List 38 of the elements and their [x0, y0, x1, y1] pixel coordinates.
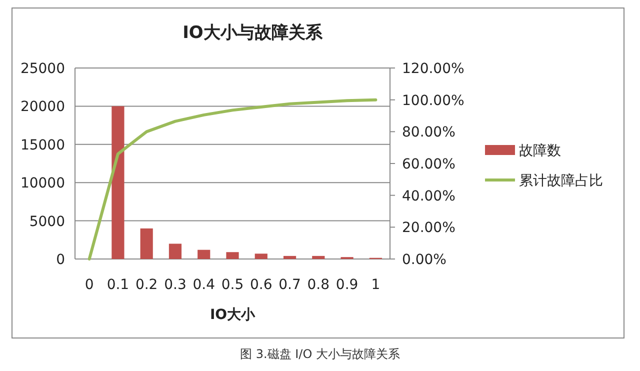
legend-label: 累计故障占比 — [519, 173, 603, 189]
bar — [283, 256, 296, 259]
y2-tick-label: 40.00% — [402, 188, 456, 204]
bar — [112, 106, 124, 259]
x-tick-label: 1 — [371, 277, 380, 293]
y2-tick-label: 80.00% — [402, 124, 456, 141]
y2-tick-label: 60.00% — [402, 156, 456, 172]
x-tick-label: 0.3 — [164, 277, 186, 293]
bar — [226, 252, 239, 259]
y-tick-label: 0 — [56, 252, 65, 268]
y-tick-label: 20000 — [20, 99, 65, 116]
line-series — [88, 98, 378, 260]
bar — [198, 250, 210, 259]
caption: 图 3.磁盘 I/O 大小与故障关系 — [240, 347, 400, 361]
y-tick-label: 5000 — [29, 214, 65, 230]
x-tick-label: 0.6 — [250, 277, 272, 293]
x-tick-label: 0.1 — [106, 277, 130, 293]
y2-tick-label: 120.00% — [402, 61, 464, 77]
bar — [312, 256, 325, 259]
y-tick-label: 15000 — [20, 137, 65, 154]
bar — [140, 228, 153, 259]
y-tick-label: 10000 — [20, 176, 65, 192]
bar — [168, 244, 182, 259]
legend-label: 故障数 — [519, 143, 561, 159]
x-tick-label: 0 — [84, 277, 94, 293]
y2-tick-label: 100.00% — [402, 92, 464, 109]
x-tick-label: 0.5 — [221, 277, 244, 293]
y-tick-label: 25000 — [20, 61, 65, 77]
bar — [254, 254, 268, 259]
y2-tick-label: 0.00% — [402, 252, 446, 268]
x-tick-label: 0.2 — [135, 277, 158, 293]
y2-tick-label: 20.00% — [402, 220, 456, 236]
x-tick-label: 0.9 — [336, 277, 358, 293]
x-axis-title: IO大小 — [210, 307, 256, 323]
x-tick-label: 0.8 — [307, 277, 330, 293]
x-tick-label: 0.4 — [192, 277, 216, 293]
x-tick-label: 0.7 — [278, 277, 301, 293]
chart-title: IO大小与故障关系 — [182, 23, 324, 43]
